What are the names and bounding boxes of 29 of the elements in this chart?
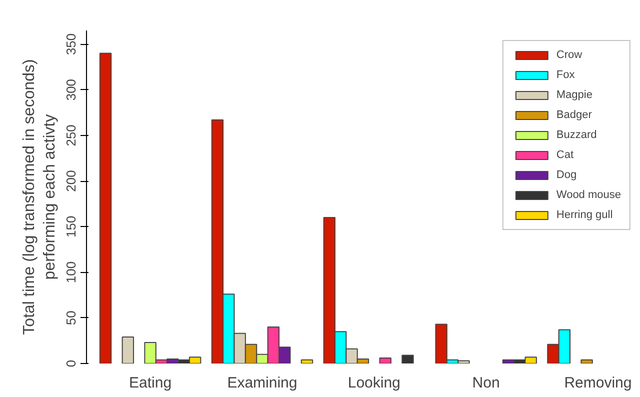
legend-label: Dog: [556, 169, 577, 181]
legend-label: Buzzard: [556, 129, 597, 141]
bar: [402, 354, 414, 364]
y-tick-label: 350: [64, 33, 78, 56]
y-tick-label: 200: [64, 170, 78, 192]
y-tick-label: 0: [64, 360, 78, 368]
x-tick-label: Examining: [227, 374, 298, 392]
legend-label: Magpie: [556, 89, 592, 101]
y-tick-label: 100: [64, 261, 78, 284]
bar: [122, 336, 134, 364]
legend-label: Wood mouse: [556, 189, 621, 201]
y-tick-label: 300: [64, 78, 78, 101]
legend-label: Crow: [556, 49, 582, 61]
bar: [580, 359, 593, 364]
y-axis-title: Total time (log transformed in seconds) performing each activty: [21, 59, 58, 335]
legend-label: Cat: [556, 149, 575, 161]
y-tick-label: 50: [64, 310, 78, 326]
legend-label: Herring gull: [556, 209, 613, 221]
y-tick-label: 250: [64, 124, 78, 146]
x-tick-label: Non: [472, 374, 500, 392]
legend-label: Fox: [556, 69, 576, 81]
bar: [379, 358, 392, 364]
x-tick-label: Eating: [129, 374, 172, 392]
y-tick-label: 150: [64, 216, 78, 238]
x-tick-label: Removing: [564, 374, 632, 392]
legend-label: Badger: [556, 109, 592, 121]
bar: [300, 359, 314, 364]
bar: [99, 52, 112, 364]
x-tick-label: Looking: [348, 374, 400, 392]
